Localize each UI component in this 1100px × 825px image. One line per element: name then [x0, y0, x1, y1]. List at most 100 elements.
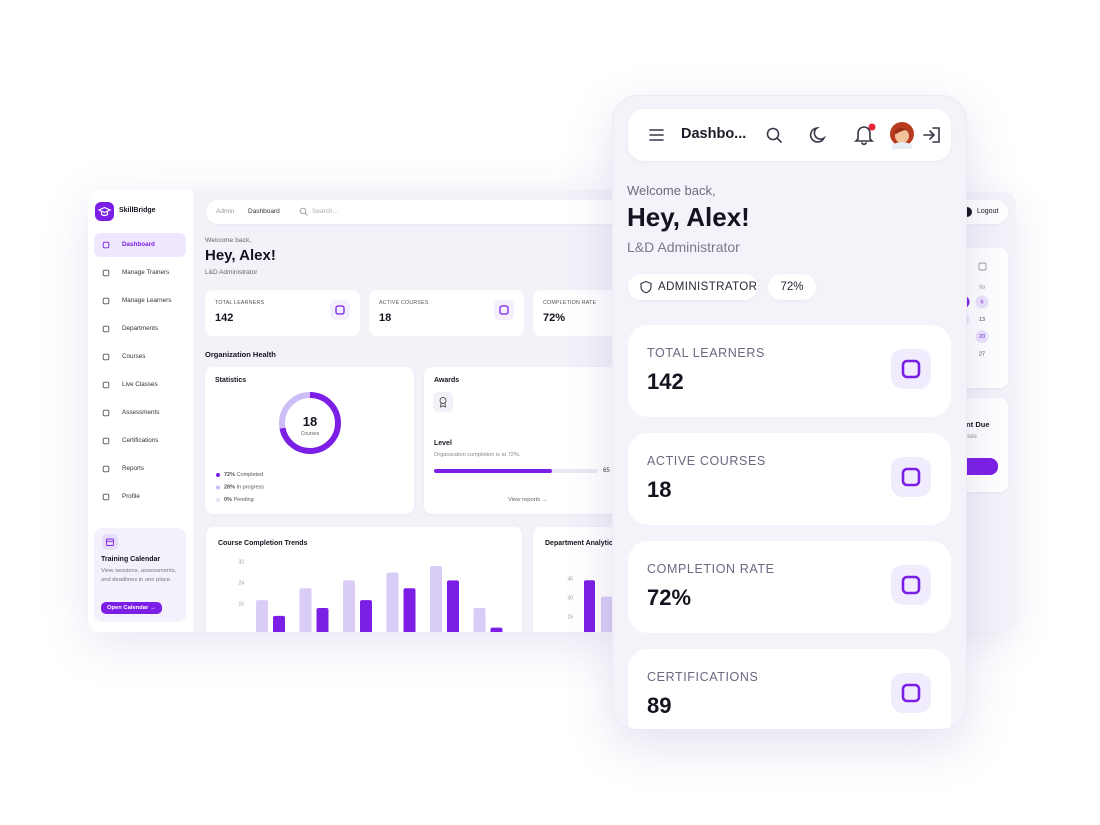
nav-item[interactable]: Reports: [94, 457, 186, 481]
nav-item[interactable]: Live Classes: [94, 373, 186, 397]
due-text: ntisis: [962, 433, 977, 440]
award-icon: [433, 392, 453, 412]
trends-title: Course Completion Trends: [218, 540, 308, 547]
glyph-shape: [901, 683, 921, 703]
award-glyph: [439, 397, 447, 408]
bar: [430, 565, 442, 632]
promo-button[interactable]: Open Calendar →: [101, 602, 162, 614]
nav-item[interactable]: Assessments: [94, 401, 186, 425]
nav-item[interactable]: Departments: [94, 317, 186, 341]
stat-value: 18: [379, 312, 392, 324]
nav-icon-glyph: [102, 269, 110, 277]
theme-icon[interactable]: [809, 126, 827, 143]
brand-icon: [95, 202, 114, 221]
nav-icon-glyph: [102, 437, 110, 445]
mobile-stat-icon: [891, 565, 931, 605]
mobile-stat-value: 18: [647, 477, 672, 502]
mobile-stat-value: 142: [647, 369, 684, 394]
mobile-stat-icon-glyph: [901, 575, 921, 595]
shield-icon: [640, 280, 652, 294]
nav-label: Assessments: [122, 409, 160, 416]
mobile-stat-label: ACTIVE COURSES: [647, 454, 766, 468]
mobile-stat-value: 89: [647, 693, 672, 718]
desktop-dashboard: SkillBridge Training Calendar View sessi…: [88, 190, 618, 632]
awards-card: Awards Level Organization completion is …: [424, 367, 618, 514]
calendar-promo: Training Calendar View sessions, assessm…: [94, 528, 186, 622]
breadcrumb-current: Dashboard: [248, 208, 280, 215]
stat-icon-glyph: [499, 305, 509, 315]
bar: [299, 588, 312, 632]
notification-dot: [868, 123, 876, 131]
due-title: ent Due: [962, 420, 990, 429]
glyph-shape: [102, 381, 110, 389]
mobile-title: Dashbo...: [681, 126, 747, 142]
bar: [447, 580, 459, 632]
mobile-dashboard: Dashbo... Welcome back, Hey, Alex! L&D A…: [612, 95, 967, 730]
bar: [403, 588, 416, 632]
nav-icon: [99, 462, 113, 476]
nav-label: Manage Trainers: [122, 269, 170, 276]
nav-item[interactable]: Certifications: [94, 429, 186, 453]
logout-icon[interactable]: [923, 127, 940, 143]
donut-value: 18: [302, 414, 318, 429]
mobile-stat-card: TOTAL LEARNERS 142: [628, 325, 951, 417]
glyph-shape: [102, 465, 110, 473]
search-icon[interactable]: [766, 127, 782, 143]
mobile-stat-value: 72%: [647, 585, 692, 610]
level-text: Organization completion is at 72%.: [434, 452, 521, 458]
bell-icon[interactable]: [854, 126, 874, 146]
nav-icon: [99, 238, 113, 252]
mobile-welcome: Welcome back,: [627, 183, 716, 198]
y-tick-label: 24: [238, 580, 244, 586]
due-button[interactable]: [962, 458, 998, 475]
greeting: Hey, Alex!: [205, 247, 276, 264]
day: 27: [979, 351, 985, 357]
legend-value: 0%: [224, 497, 232, 503]
legend-name: In progress: [237, 485, 265, 491]
stat-label: ACTIVE COURSES: [379, 300, 429, 306]
mobile-stat-card: CERTIFICATIONS 89: [628, 649, 951, 729]
stat-label: COMPLETION RATE: [543, 300, 597, 306]
mobile-stat-label: TOTAL LEARNERS: [647, 346, 765, 360]
avatar[interactable]: [890, 122, 914, 149]
mobile-stat-icon: [891, 349, 931, 389]
stat-card: TOTAL LEARNERS 142: [205, 290, 360, 336]
search-input[interactable]: Search...: [312, 208, 339, 215]
nav-item[interactable]: Manage Trainers: [94, 261, 186, 285]
brand-glyph: [97, 206, 112, 217]
nav-label: Dashboard: [122, 241, 155, 248]
breadcrumb-root[interactable]: Admin: [216, 208, 235, 215]
section-title: Organization Health: [205, 350, 276, 359]
day: 20: [979, 334, 985, 340]
role-badge: ADMINISTRATOR: [628, 274, 758, 300]
rate-badge: 72%: [768, 274, 816, 300]
nav-item[interactable]: Profile: [94, 485, 186, 509]
bar: [360, 600, 372, 632]
nav-item[interactable]: Manage Learners: [94, 289, 186, 313]
level-value: 65: [603, 468, 610, 474]
calendar-icon: [102, 534, 118, 550]
nav-icon: [99, 350, 113, 364]
desktop-graphics: 72% Completed 28% In progress 0% Pending 16…: [216, 392, 612, 632]
legend-value: 28%: [224, 485, 235, 491]
mobile-role: L&D Administrator: [627, 239, 740, 255]
nav-item[interactable]: Dashboard: [94, 233, 186, 257]
brand-name: SkillBridge: [119, 207, 156, 214]
logout-icon: [962, 207, 972, 217]
glyph-shape: [901, 359, 921, 379]
department-title: Department Analytics: [545, 540, 617, 547]
day: 6: [980, 299, 983, 305]
nav-icon: [99, 490, 113, 504]
day-highlight: [975, 295, 989, 309]
stat-value: 142: [215, 312, 234, 324]
nav-item[interactable]: Courses: [94, 345, 186, 369]
donut-label: Courses: [300, 431, 320, 437]
glyph-shape: [901, 575, 921, 595]
search-icon: [299, 207, 308, 216]
bar: [584, 580, 595, 632]
y-tick-label: 15: [567, 614, 573, 620]
nav-label: Manage Learners: [122, 297, 172, 304]
y-tick-label: 45: [567, 576, 573, 582]
view-reports[interactable]: View reports →: [508, 497, 548, 503]
nav-icon: [99, 434, 113, 448]
